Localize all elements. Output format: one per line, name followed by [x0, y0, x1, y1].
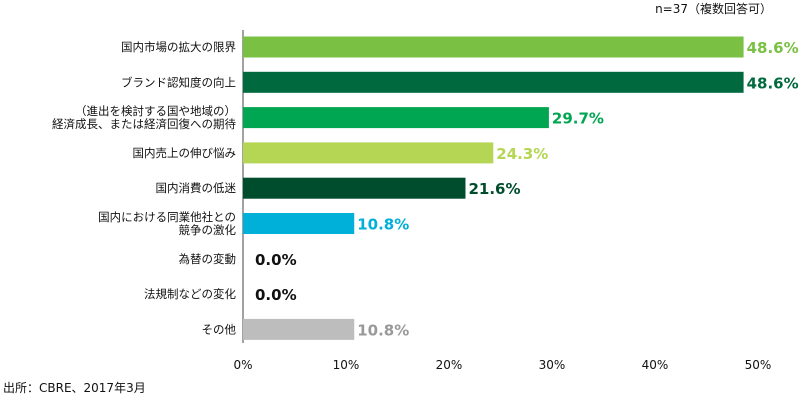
category-label: （進出を検討する国や地域の）経済成長、または経済回復への期待	[52, 104, 236, 131]
x-tick-label: 20%	[436, 358, 463, 372]
data-label: 0.0%	[255, 286, 297, 304]
source-note: 出所：CBRE、2017年3月	[3, 381, 146, 395]
bar	[243, 107, 549, 129]
data-label: 48.6%	[747, 74, 799, 92]
bar	[243, 36, 744, 58]
bar	[243, 142, 494, 164]
category-label: 国内消費の低迷	[156, 181, 237, 195]
data-label: 29.7%	[552, 110, 604, 128]
category-label: その他	[202, 322, 237, 336]
bar	[243, 213, 355, 234]
data-label: 10.8%	[357, 216, 409, 234]
category-label: ブランド認知度の向上	[121, 75, 236, 89]
x-tick-label: 10%	[333, 358, 360, 372]
bar	[243, 318, 355, 340]
data-label: 10.8%	[357, 321, 409, 339]
bar	[243, 71, 744, 93]
data-label: 48.6%	[747, 39, 799, 57]
category-label: 国内市場の拡大の限界	[121, 40, 236, 54]
data-label: 21.6%	[468, 180, 520, 198]
x-tick-label: 30%	[539, 358, 566, 372]
x-tick-label: 40%	[642, 358, 669, 372]
category-label: 国内売上の伸び悩み	[133, 146, 237, 160]
x-tick-label: 50%	[745, 358, 772, 372]
category-label: 国内における同業他社との競争の激化	[98, 210, 236, 237]
bar	[243, 177, 466, 199]
sample-size-note: n=37（複数回答可）	[655, 2, 772, 16]
x-tick-label: 0%	[233, 358, 252, 372]
category-label: 法規制などの変化	[144, 287, 236, 301]
data-label: 0.0%	[255, 251, 297, 269]
category-label: 為替の変動	[179, 252, 237, 266]
data-label: 24.3%	[496, 145, 548, 163]
